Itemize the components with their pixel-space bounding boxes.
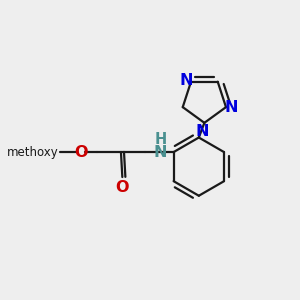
Text: methoxy: methoxy [7,146,58,159]
Text: N: N [179,73,193,88]
Text: O: O [116,180,129,195]
Text: N: N [195,124,209,139]
Text: H: H [154,132,167,147]
Text: N: N [224,100,238,115]
Text: O: O [74,145,88,160]
Text: N: N [154,145,167,160]
